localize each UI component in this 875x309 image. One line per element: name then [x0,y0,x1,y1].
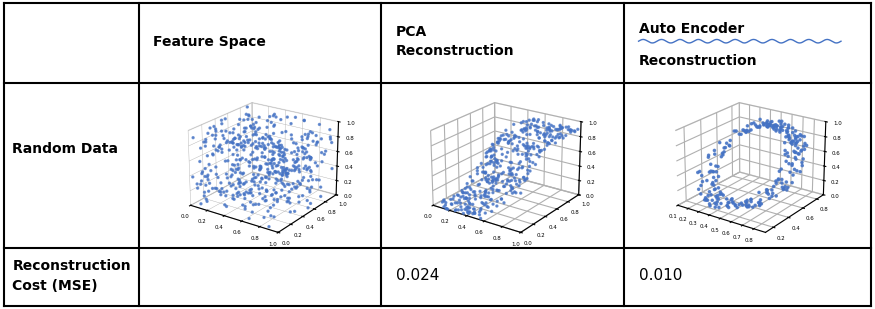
Text: 0.024: 0.024 [396,269,439,283]
Text: Random Data: Random Data [12,142,118,156]
Text: Reconstruction
Cost (MSE): Reconstruction Cost (MSE) [12,259,131,293]
Text: PCA
Reconstruction: PCA Reconstruction [396,25,514,58]
Text: Feature Space: Feature Space [153,35,266,49]
Text: Auto Encoder: Auto Encoder [639,22,744,36]
Text: 0.010: 0.010 [639,269,682,283]
Text: Reconstruction: Reconstruction [639,54,757,68]
